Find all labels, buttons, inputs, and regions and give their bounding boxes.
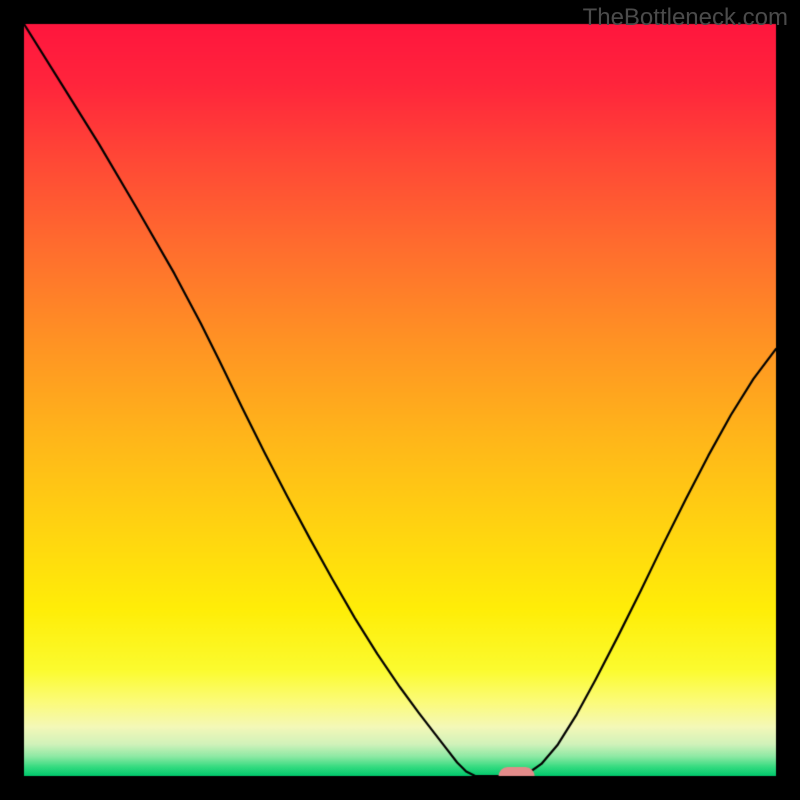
chart-stage: TheBottleneck.com (0, 0, 800, 800)
chart-canvas (0, 0, 800, 800)
watermark-text: TheBottleneck.com (583, 4, 788, 32)
